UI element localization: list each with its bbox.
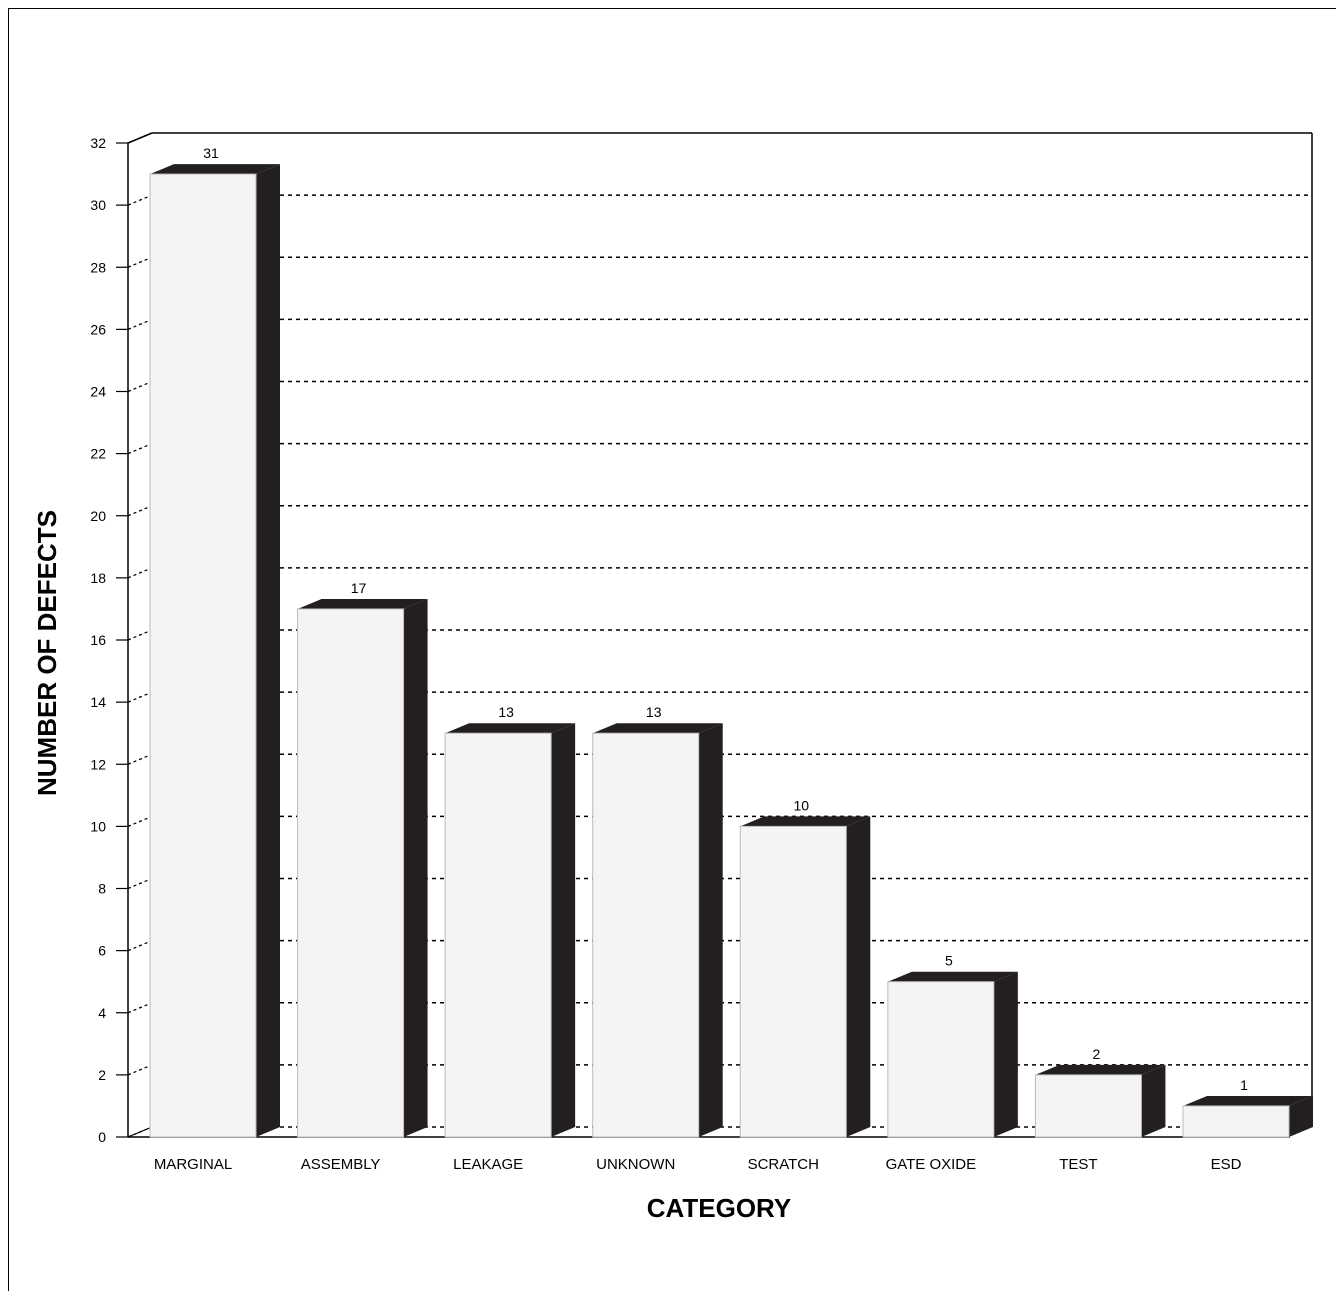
bar-top <box>592 723 723 734</box>
bars <box>149 164 1313 1138</box>
y-tick-label: 18 <box>90 570 106 586</box>
grid-diagonal <box>127 629 153 641</box>
grid-diagonal <box>127 380 153 393</box>
grid-diagonal <box>127 194 153 206</box>
bar-side <box>1141 1064 1166 1137</box>
y-tick-label: 12 <box>90 756 106 772</box>
bar-scratch <box>739 816 871 1138</box>
grid-diagonal <box>127 443 153 455</box>
bar-face <box>739 825 847 1138</box>
x-tick-label: GATE OXIDE <box>886 1156 977 1173</box>
data-label: 10 <box>793 797 809 813</box>
x-tick-label: UNKNOWN <box>596 1156 675 1173</box>
bar-top <box>887 971 1018 982</box>
y-tick-label: 4 <box>98 1005 106 1021</box>
y-axis-title: NUMBER OF DEFECTS <box>32 510 62 796</box>
labels: 0246810121416182022242628303231MARGINAL1… <box>90 135 1248 1173</box>
bar-top <box>1183 1095 1313 1106</box>
y-tick-label: 32 <box>90 135 106 151</box>
bar-test <box>1034 1064 1166 1138</box>
x-axis-title: CATEGORY <box>647 1193 791 1223</box>
bar-face <box>887 981 995 1138</box>
grid-diagonal <box>127 1064 153 1076</box>
bar-esd <box>1182 1095 1313 1138</box>
bar-gate-oxide <box>887 971 1018 1138</box>
data-label: 1 <box>1240 1077 1248 1093</box>
bar-marginal <box>149 164 280 1138</box>
bar-face <box>1034 1074 1142 1138</box>
bar-side <box>256 164 280 1137</box>
grid-diagonal <box>127 753 153 765</box>
bar-leakage <box>444 723 576 1138</box>
grid-diagonal <box>127 1002 153 1014</box>
chart-frame <box>8 8 1336 1291</box>
grid-diagonal <box>127 256 153 268</box>
bar-face <box>444 732 552 1138</box>
data-label: 31 <box>203 145 219 161</box>
x-tick-label: LEAKAGE <box>453 1156 523 1173</box>
bar-face <box>297 608 405 1138</box>
bar-side <box>1289 1095 1313 1137</box>
bar-top <box>150 164 280 175</box>
bar-unknown <box>592 723 723 1138</box>
grid-diagonal <box>127 877 153 890</box>
y-tick-label: 22 <box>90 446 106 462</box>
y-tick-label: 30 <box>90 197 106 213</box>
data-label: 13 <box>646 704 662 720</box>
x-tick-label: ESD <box>1211 1156 1242 1173</box>
bar-side <box>993 971 1018 1137</box>
y-tick-label: 28 <box>90 259 106 275</box>
bar-side <box>846 816 871 1137</box>
y-tick-label: 16 <box>90 632 106 648</box>
grid-diagonal <box>127 815 153 827</box>
bar-face <box>592 732 700 1138</box>
data-label: 13 <box>498 704 514 720</box>
grid-diagonal <box>127 505 153 517</box>
bar-face <box>149 173 257 1138</box>
grid-diagonal <box>127 940 153 952</box>
x-tick-label: SCRATCH <box>748 1156 819 1173</box>
bar-top <box>445 723 576 734</box>
bar-side <box>698 723 723 1137</box>
bar-assembly <box>297 598 428 1138</box>
bar-top <box>297 598 428 609</box>
y-tick-label: 24 <box>90 384 106 400</box>
grid-diagonal <box>127 567 153 579</box>
y-tick-label: 14 <box>90 694 106 710</box>
x-tick-label: MARGINAL <box>154 1156 232 1173</box>
y-tick-label: 20 <box>90 508 106 524</box>
y-tick-label: 10 <box>90 818 106 834</box>
data-label: 17 <box>351 580 367 596</box>
bar-face <box>1182 1105 1290 1138</box>
grid-diagonal <box>127 691 153 703</box>
grid-diagonal <box>127 318 153 330</box>
y-tick-label: 2 <box>98 1067 106 1083</box>
y-tick-label: 0 <box>98 1129 106 1145</box>
bar-top <box>740 816 871 827</box>
data-label: 2 <box>1093 1046 1101 1062</box>
floor-diagonal <box>127 1126 153 1138</box>
axis-top-diagonal <box>127 132 153 144</box>
bar-side <box>551 723 576 1137</box>
y-tick-label: 6 <box>98 943 106 959</box>
x-tick-label: ASSEMBLY <box>301 1156 381 1173</box>
y-tick-label: 8 <box>98 881 106 897</box>
x-tick-label: TEST <box>1059 1156 1097 1173</box>
data-label: 5 <box>945 953 953 969</box>
bar-side <box>403 598 428 1137</box>
y-tick-label: 26 <box>90 321 106 337</box>
bar-top <box>1035 1064 1166 1075</box>
